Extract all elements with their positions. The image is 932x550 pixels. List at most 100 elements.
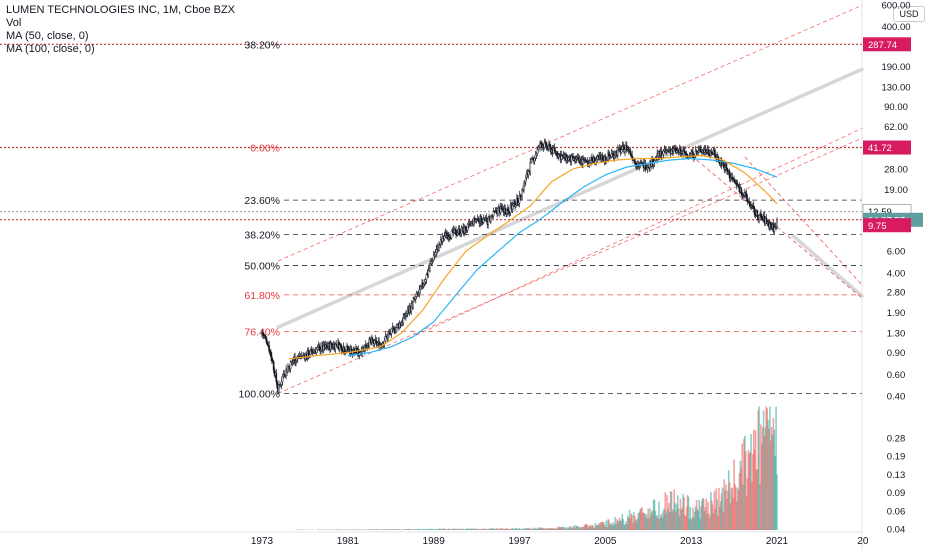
volume-bar (533, 528, 535, 530)
volume-bar (536, 528, 539, 530)
volume-bar (730, 488, 733, 530)
volume-bar (664, 492, 667, 530)
candle-body (325, 344, 328, 347)
y-tick-label: 190.00 (881, 62, 910, 73)
volume-bar (450, 529, 453, 530)
volume-bar (672, 509, 675, 530)
volume-bar (701, 497, 704, 530)
volume-bar (407, 528, 410, 530)
candle-body (570, 155, 573, 162)
volume-bar (533, 527, 536, 530)
volume-bar (545, 528, 548, 530)
volume-bar (524, 529, 527, 530)
fib-level-label: 61.80% (244, 290, 280, 302)
currency-selector[interactable]: USD (893, 6, 925, 22)
candle-body (395, 327, 397, 332)
volume-bar (515, 527, 517, 530)
y-tick-label: 0.40 (887, 392, 906, 403)
volume-bar (540, 528, 542, 530)
candle-body (556, 152, 558, 157)
x-tick-label: 1981 (337, 536, 360, 547)
volume-bar (712, 512, 715, 530)
volume-bar (627, 518, 630, 530)
volume-bar (406, 529, 408, 530)
volume-bar (652, 499, 655, 530)
volume-bar (556, 528, 558, 530)
volume-bar (742, 484, 744, 530)
volume-bar (607, 519, 609, 530)
volume-bar (686, 494, 689, 530)
candle-body (492, 211, 495, 216)
volume-bar (718, 487, 720, 530)
volume-bar (442, 528, 445, 530)
volume-bar (743, 439, 745, 530)
volume-bar (457, 529, 459, 530)
ma100-line (347, 157, 778, 357)
volume-bar (669, 491, 672, 530)
volume-bar (581, 526, 583, 530)
volume-bar (451, 528, 454, 530)
falling-channel-line (744, 156, 863, 286)
candle-body (707, 149, 709, 154)
volume-bar (756, 468, 759, 530)
volume-bar (406, 529, 409, 530)
volume-bar (389, 529, 391, 530)
candle-body (662, 150, 665, 155)
volume-bar (377, 529, 380, 530)
volume-bar (729, 503, 732, 530)
volume-bar (665, 512, 667, 530)
candle-body (487, 217, 490, 225)
volume-bar (606, 527, 608, 530)
candle-body (529, 162, 532, 172)
volume-bar (585, 524, 588, 530)
price-badge-bg (863, 37, 911, 52)
candle-body (450, 230, 453, 238)
volume-bar (643, 513, 646, 530)
volume-bar (554, 528, 557, 530)
volume-bar (398, 529, 401, 530)
volume-bar (366, 529, 369, 530)
volume-bar (732, 497, 734, 530)
volume-bar (472, 529, 474, 530)
volume-bar (388, 529, 390, 530)
volume-bar (499, 528, 502, 530)
volume-bar (681, 507, 684, 530)
candle-body (725, 165, 727, 169)
volume-bar (758, 406, 760, 530)
volume-bar (382, 529, 385, 530)
candle-body (769, 223, 772, 226)
candle-body (507, 208, 509, 212)
volume-bar (464, 529, 466, 530)
volume-bar (702, 499, 705, 530)
candle-body (412, 300, 414, 308)
volume-bar (613, 525, 616, 530)
volume-bar (640, 508, 642, 530)
volume-bar (490, 528, 492, 530)
volume-bar (490, 528, 493, 530)
x-tick-label: 1997 (508, 536, 531, 547)
candle-body (713, 149, 716, 154)
candle-body (530, 159, 532, 163)
volume-bar (710, 500, 713, 530)
volume-bar (346, 529, 348, 530)
volume-bar (363, 529, 365, 530)
volume-bar (693, 517, 695, 530)
volume-bar (521, 528, 523, 530)
volume-bar (477, 529, 480, 530)
candle-body (289, 361, 292, 369)
volume-bar (646, 518, 649, 530)
volume-bar (722, 512, 725, 530)
volume-bar (474, 529, 477, 530)
volume-bar (483, 528, 486, 530)
candle-body (264, 336, 267, 338)
downtrend-line (791, 234, 864, 298)
volume-bar (755, 469, 758, 530)
volume-bar (596, 525, 599, 530)
candle-body (545, 142, 548, 148)
volume-bar (659, 515, 662, 530)
volume-bar (590, 526, 592, 530)
candle-body (504, 208, 506, 214)
volume-bar (707, 501, 709, 530)
y-tick-label: 19.00 (884, 185, 908, 196)
